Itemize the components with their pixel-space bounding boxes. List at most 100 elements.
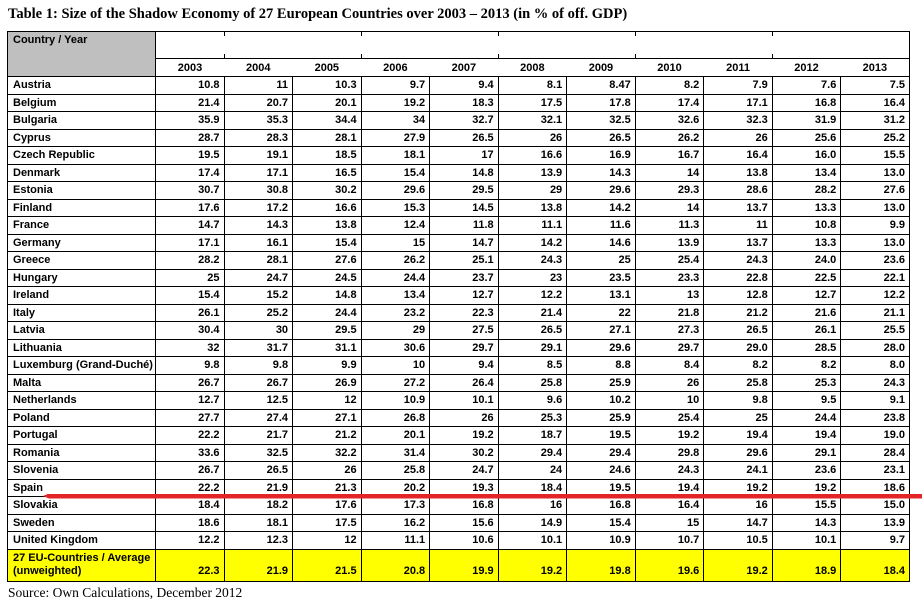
- value-cell: 17.5: [497, 93, 568, 112]
- table-row: Slovenia 26.7 26.5 26 25.8 24.7 24 24.6 24.3 24.1…: [7, 461, 910, 480]
- value-cell: 22.8: [703, 268, 773, 287]
- value-cell: 29.6: [360, 181, 431, 200]
- value-cell: 18.5: [292, 146, 362, 165]
- table-row: Slovakia 18.4 18.2 17.6 17.3 16.8 16 16.8 16.4 16…: [7, 496, 910, 515]
- value-cell: 9.9: [840, 216, 910, 235]
- value-cell: 9.4: [429, 76, 499, 95]
- country-name: Romania: [7, 443, 156, 462]
- table-title: Table 1: Size of the Shadow Economy of 2…: [8, 6, 628, 22]
- value-cell: 16.8: [771, 93, 842, 112]
- value-cell: 19.5: [155, 146, 225, 165]
- table-row: Estonia 30.7 30.8 30.2 29.6 29.5 29 29.6 29.3 28.…: [7, 181, 910, 200]
- value-cell: 14: [634, 163, 705, 182]
- value-cell: 30: [223, 321, 294, 340]
- value-cell: 13.4: [360, 286, 431, 305]
- value-cell: 16.6: [292, 198, 362, 217]
- value-cell: 24.0: [771, 251, 842, 270]
- value-cell: 9.7: [840, 531, 910, 550]
- year-header: 2009: [566, 58, 636, 77]
- year-header: 2008: [498, 58, 567, 77]
- value-cell: 13.8: [703, 163, 773, 182]
- summary-value-cell: 19.8: [566, 548, 636, 582]
- value-cell: 24.3: [497, 251, 568, 270]
- table-row: Austria 10.8 11 10.3 9.7 9.4 8.1 8.47 8.2 7.9 7.6 7…: [7, 76, 910, 95]
- value-cell: 15.5: [840, 146, 910, 165]
- value-cell: 10.9: [566, 531, 636, 550]
- value-cell: 17.1: [223, 163, 294, 182]
- value-cell: 25.5: [840, 321, 910, 340]
- value-cell: 26.5: [497, 321, 568, 340]
- value-cell: 26: [497, 128, 568, 147]
- value-cell: 8.2: [634, 76, 705, 95]
- value-cell: 13.1: [566, 286, 636, 305]
- value-cell: 15.5: [771, 496, 842, 515]
- red-annotation-line: [43, 493, 922, 499]
- country-name: Slovakia: [7, 496, 156, 515]
- value-cell: 23: [497, 268, 568, 287]
- table-row: Netherlands 12.7 12.5 12 10.9 10.1 9.6 10.2 10 9.…: [7, 391, 910, 410]
- value-cell: 22.2: [155, 426, 225, 445]
- value-cell: 8.8: [566, 356, 636, 375]
- value-cell: 21.7: [223, 426, 294, 445]
- table-row: Malta 26.7 26.7 26.9 27.2 26.4 25.8 25.9 26 25.8 2…: [7, 373, 910, 392]
- value-cell: 34: [360, 111, 431, 130]
- value-cell: 19.2: [360, 93, 431, 112]
- value-cell: 16.7: [634, 146, 705, 165]
- value-cell: 21.2: [703, 303, 773, 322]
- header-years-row: 2003 2004 2005 2006 2007 2008 2009 2010 2011 2012…: [8, 58, 910, 77]
- value-cell: 10.1: [429, 391, 499, 410]
- value-cell: 29.1: [497, 338, 568, 357]
- year-header: 2010: [635, 58, 704, 77]
- value-cell: 28.6: [703, 181, 773, 200]
- value-cell: 12.7: [429, 286, 499, 305]
- value-cell: 26.5: [703, 321, 773, 340]
- country-name: Hungary: [7, 268, 156, 287]
- value-cell: 31.1: [292, 338, 362, 357]
- value-cell: 23.6: [771, 461, 842, 480]
- value-cell: 23.3: [634, 268, 705, 287]
- value-cell: 27.2: [360, 373, 431, 392]
- year-header: 2005: [292, 58, 362, 77]
- value-cell: 25: [703, 408, 773, 427]
- summary-label-cell: 27 EU-Countries / Average (unweighted): [7, 548, 156, 582]
- summary-label-line2: (unweighted): [13, 565, 82, 577]
- value-cell: 15.4: [360, 163, 431, 182]
- country-name: Estonia: [7, 181, 156, 200]
- value-cell: 17.6: [292, 496, 362, 515]
- value-cell: 14.3: [223, 216, 294, 235]
- summary-value-cell: 19.2: [497, 548, 568, 582]
- value-cell: 21.2: [292, 426, 362, 445]
- value-cell: 29.4: [566, 443, 636, 462]
- value-cell: 17.8: [566, 93, 636, 112]
- value-cell: 26: [634, 373, 705, 392]
- value-cell: 27.7: [155, 408, 225, 427]
- value-cell: 23.8: [840, 408, 910, 427]
- value-cell: 24.3: [840, 373, 910, 392]
- value-cell: 25.2: [223, 303, 294, 322]
- value-cell: 29: [497, 181, 568, 200]
- country-name: Netherlands: [7, 391, 156, 410]
- value-cell: 29.0: [703, 338, 773, 357]
- table-row: Luxemburg (Grand-Duché) 9.8 9.8 9.9 10 9.4 8.5…: [7, 356, 910, 375]
- header-spacer-cell: [840, 31, 910, 59]
- value-cell: 32.6: [634, 111, 705, 130]
- source-note: Source: Own Calculations, December 2012: [8, 584, 243, 600]
- value-cell: 12.7: [155, 391, 225, 410]
- value-cell: 25.3: [497, 408, 568, 427]
- value-cell: 7.9: [703, 76, 773, 95]
- header-spacer-cell: [566, 31, 636, 59]
- country-name: Czech Republic: [7, 146, 156, 165]
- year-header: 2004: [224, 58, 293, 77]
- summary-value-cell: 19.9: [429, 548, 499, 582]
- value-cell: 24: [497, 461, 568, 480]
- value-cell: 20.1: [292, 93, 362, 112]
- value-cell: 12: [292, 531, 362, 550]
- value-cell: 31.2: [840, 111, 910, 130]
- value-cell: 25.6: [771, 128, 842, 147]
- country-name: Ireland: [7, 286, 156, 305]
- value-cell: 29.5: [292, 321, 362, 340]
- value-cell: 9.9: [292, 356, 362, 375]
- value-cell: 14.7: [155, 216, 225, 235]
- value-cell: 9.1: [840, 391, 910, 410]
